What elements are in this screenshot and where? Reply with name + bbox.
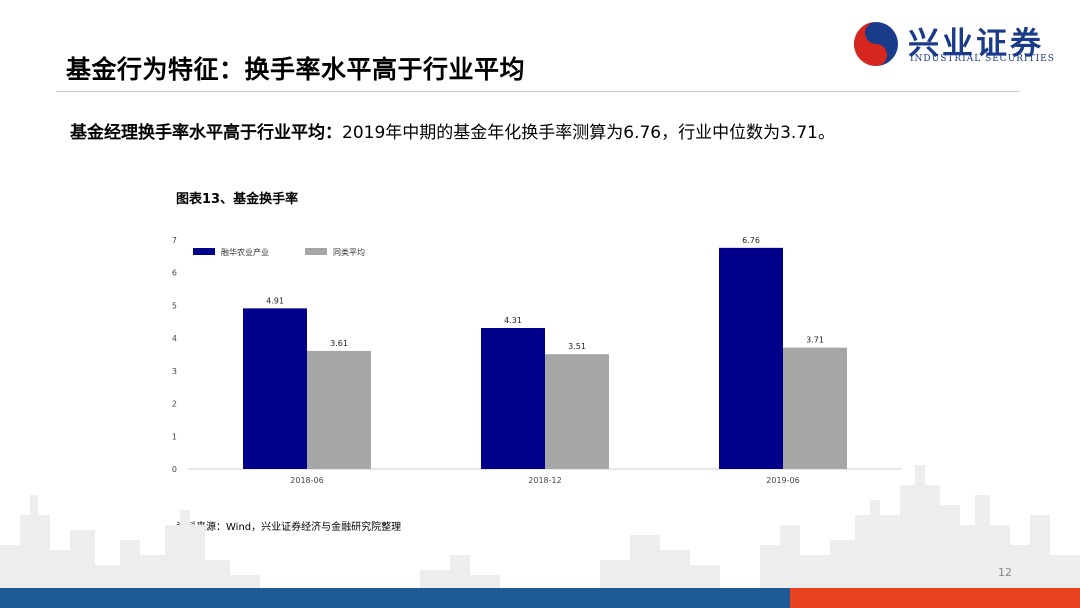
- y-tick-label: 3: [172, 367, 177, 376]
- summary-heading: 基金经理换手率水平高于行业平均：: [70, 123, 342, 143]
- data-label: 4.31: [504, 316, 522, 325]
- legend-label: 同类平均: [333, 247, 365, 257]
- footer-bar-blue: [0, 588, 790, 608]
- data-label: 6.76: [742, 236, 760, 245]
- logo-english-name: INDUSTRIAL SECURITIES: [910, 54, 1055, 64]
- y-tick-label: 6: [172, 269, 177, 278]
- bar-fund: [481, 328, 545, 469]
- chart-title: 图表13、基金换手率: [176, 192, 299, 207]
- data-label: 3.61: [330, 339, 348, 348]
- logo-chinese-name: 兴业证券: [908, 26, 1044, 62]
- y-tick-label: 2: [172, 400, 177, 409]
- x-tick-label: 2018-06: [290, 476, 323, 485]
- page-title: 基金行为特征：换手率水平高于行业平均: [66, 55, 526, 84]
- legend-swatch: [193, 248, 215, 255]
- y-tick-label: 7: [172, 236, 177, 245]
- data-label: 4.91: [266, 296, 284, 305]
- turnover-bar-chart: 0 1 2 3 4 5 6 7 4.91 3.61 2018-06 4.31 3.51 2018-12 6.…: [172, 236, 902, 485]
- footer-bar-red: [790, 588, 1080, 608]
- source-note: 资料来源：Wind，兴业证券经济与金融研究院整理: [176, 522, 402, 533]
- legend-label: 融华农业产业: [221, 247, 269, 257]
- y-tick-label: 0: [172, 465, 177, 474]
- summary-text: 2019年中期的基金年化换手率测算为6.76，行业中位数为3.71。: [342, 123, 835, 143]
- bar-fund: [243, 308, 307, 469]
- title-divider: [56, 91, 1020, 92]
- page-number: 12: [998, 566, 1012, 579]
- legend-swatch: [305, 248, 327, 255]
- summary-line: 基金经理换手率水平高于行业平均：2019年中期的基金年化换手率测算为6.76，行…: [70, 118, 835, 143]
- city-skyline-decoration: [0, 465, 1080, 590]
- bar-fund: [719, 247, 783, 469]
- logo-mark-icon: [854, 22, 898, 66]
- y-tick-label: 1: [172, 432, 177, 441]
- bar-peer-average: [545, 354, 609, 469]
- x-tick-label: 2018-12: [528, 476, 561, 485]
- bar-peer-average: [783, 347, 847, 469]
- data-label: 3.51: [568, 342, 586, 351]
- y-tick-label: 5: [172, 301, 177, 310]
- data-label: 3.71: [806, 336, 824, 345]
- x-tick-label: 2019-06: [766, 476, 799, 485]
- company-logo: 兴业证券 INDUSTRIAL SECURITIES: [852, 18, 1067, 68]
- y-tick-label: 4: [172, 334, 177, 343]
- bar-peer-average: [307, 350, 371, 469]
